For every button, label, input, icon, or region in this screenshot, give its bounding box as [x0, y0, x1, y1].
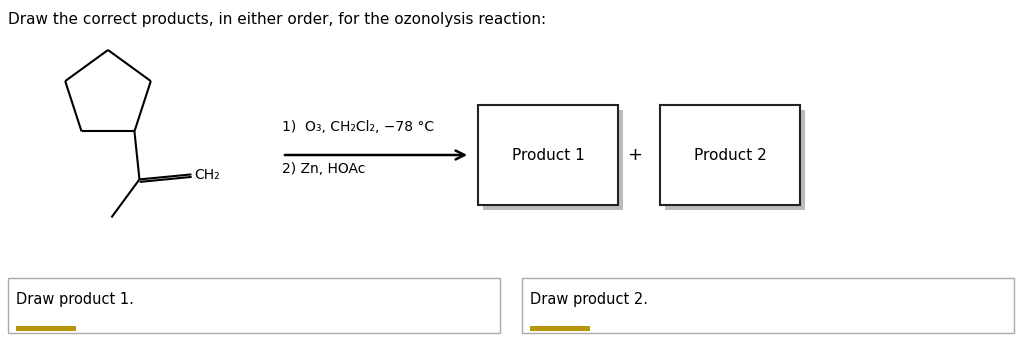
Text: CH₂: CH₂ [195, 168, 220, 182]
Bar [530, 326, 590, 331]
Text: Draw the correct products, in either order, for the ozonolysis reaction:: Draw the correct products, in either ord… [8, 12, 546, 27]
Bar [522, 278, 1014, 333]
Text: 1)  O₃, CH₂Cl₂, −78 °C: 1) O₃, CH₂Cl₂, −78 °C [282, 120, 434, 134]
Text: Product 2: Product 2 [693, 147, 766, 162]
Bar [8, 278, 500, 333]
Bar [16, 326, 76, 331]
Text: Product 1: Product 1 [512, 147, 585, 162]
Text: Draw product 2.: Draw product 2. [530, 292, 648, 307]
Text: +: + [628, 146, 642, 164]
Bar [478, 105, 618, 205]
Bar [660, 105, 800, 205]
Bar [483, 110, 623, 210]
Bar [665, 110, 805, 210]
Text: Draw product 1.: Draw product 1. [16, 292, 134, 307]
Text: 2) Zn, HOAc: 2) Zn, HOAc [282, 162, 366, 176]
